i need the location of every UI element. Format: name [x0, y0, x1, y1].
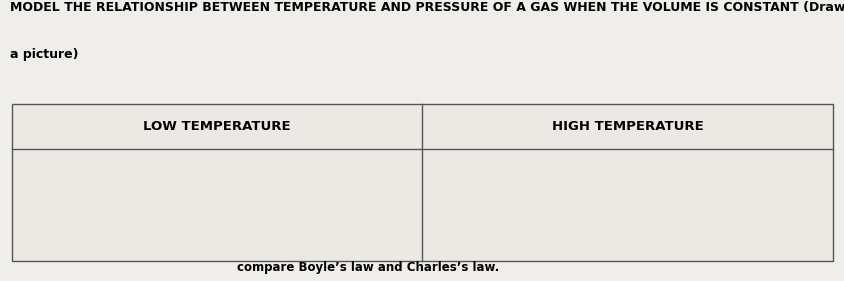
Text: LOW TEMPERATURE: LOW TEMPERATURE — [143, 120, 290, 133]
Text: a picture): a picture) — [10, 48, 78, 61]
Text: compare Boyle’s law and Charles’s law.: compare Boyle’s law and Charles’s law. — [236, 261, 498, 274]
Text: MODEL THE RELATIONSHIP BETWEEN TEMPERATURE AND PRESSURE OF A GAS WHEN THE VOLUME: MODEL THE RELATIONSHIP BETWEEN TEMPERATU… — [10, 1, 844, 14]
Text: HIGH TEMPERATURE: HIGH TEMPERATURE — [551, 120, 703, 133]
